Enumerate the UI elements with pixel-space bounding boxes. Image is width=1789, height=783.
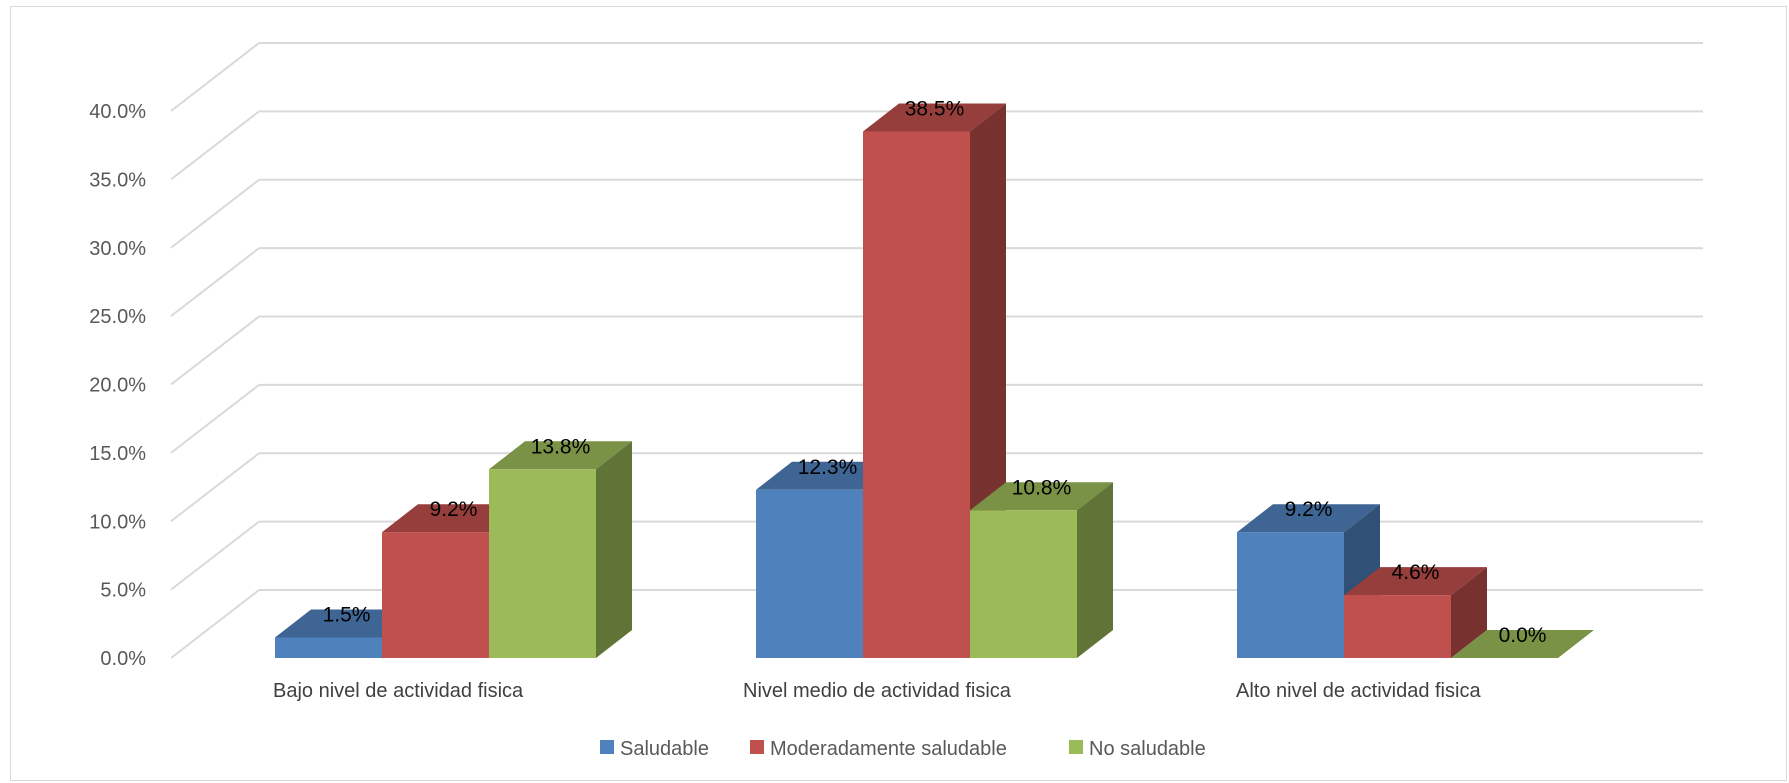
data-label: 0.0% [1499, 624, 1547, 647]
bar-side [1077, 482, 1113, 658]
side-wall-line [170, 42, 260, 112]
bar [756, 489, 863, 658]
bar [382, 532, 489, 658]
y-tick-label: 0.0% [100, 648, 146, 670]
bar-side [1451, 567, 1487, 658]
bar [275, 637, 382, 658]
side-wall-line [170, 520, 260, 591]
data-label: 13.8% [531, 435, 591, 458]
side-wall-line [170, 247, 260, 317]
data-label: 10.8% [1012, 476, 1072, 499]
y-tick-label: 25.0% [89, 306, 146, 328]
bar-top [1451, 630, 1594, 658]
category-label: Alto nivel de actividad fisica [1236, 680, 1481, 702]
side-wall-line [170, 589, 260, 659]
bar-top [1344, 567, 1487, 596]
data-label: 12.3% [798, 456, 858, 479]
y-tick-label: 20.0% [89, 375, 146, 397]
data-label: 38.5% [905, 98, 965, 121]
bar-top [863, 103, 1006, 132]
y-tick-label: 10.0% [89, 511, 146, 533]
category-label: Nivel medio de actividad fisica [743, 680, 1012, 702]
side-wall-line [170, 452, 260, 523]
data-label: 4.6% [1392, 561, 1440, 584]
side-wall-line [170, 384, 260, 454]
bar-top [1237, 504, 1380, 533]
data-label: 9.2% [430, 498, 478, 521]
bar-side [596, 441, 632, 658]
side-wall-line [170, 315, 260, 386]
bar-top [970, 482, 1113, 511]
side-wall-line [170, 110, 260, 181]
legend-label: No saludable [1089, 738, 1206, 760]
y-tick-label: 30.0% [89, 238, 146, 260]
legend-label: Saludable [620, 738, 709, 760]
y-tick-label: 5.0% [100, 580, 146, 602]
legend-swatch [750, 740, 764, 754]
category-label: Bajo nivel de actividad fisica [273, 680, 524, 702]
bar [1344, 595, 1451, 658]
y-tick-label: 40.0% [89, 101, 146, 123]
data-label: 1.5% [323, 603, 371, 626]
legend-swatch [600, 740, 614, 754]
bar-top [489, 441, 632, 470]
y-tick-label: 35.0% [89, 169, 146, 191]
legend-label: Moderadamente saludable [770, 738, 1007, 760]
bar [863, 131, 970, 658]
y-tick-label: 15.0% [89, 443, 146, 465]
data-label: 9.2% [1285, 498, 1333, 521]
side-wall-line [170, 178, 260, 249]
bar [970, 510, 1077, 658]
bar [489, 469, 596, 658]
legend-swatch [1069, 740, 1083, 754]
bar [1237, 532, 1344, 658]
